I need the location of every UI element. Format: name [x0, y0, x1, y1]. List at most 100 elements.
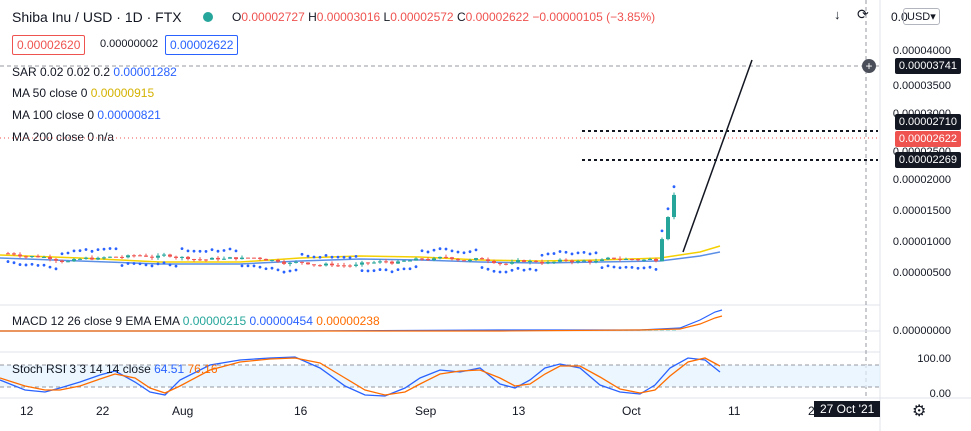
sar-dot [324, 254, 328, 257]
sar-dot [354, 255, 358, 258]
sar-dot [480, 266, 484, 269]
sar-dot [492, 269, 496, 273]
candle-body [468, 259, 472, 261]
sar-dot [342, 255, 346, 259]
price-tick: 0.00000500 [892, 267, 951, 279]
candle-body [120, 256, 124, 258]
sar-dot [600, 266, 604, 270]
candle-body [348, 265, 352, 267]
sar-dot [162, 261, 166, 265]
sar-dot [6, 260, 10, 263]
sell-button[interactable]: 0.00002620 [12, 35, 86, 55]
candle-body [492, 260, 496, 264]
candle-body [24, 256, 28, 258]
sar-dot [156, 262, 160, 266]
sar-dot [642, 266, 646, 270]
candle-body [300, 261, 304, 263]
candle-body [582, 260, 586, 262]
sar-dot [240, 264, 244, 268]
candle-body [612, 257, 616, 259]
sar-dot [108, 247, 112, 250]
x-tick: 22 [96, 404, 110, 418]
candle-body [132, 255, 136, 257]
sar-dot [186, 249, 190, 253]
sar-dot [528, 267, 532, 271]
sar-dot [78, 249, 82, 253]
sar-dot [438, 247, 442, 251]
sar-dot [426, 250, 430, 254]
sar-dot [42, 263, 46, 267]
candle-body [546, 262, 550, 264]
candle-body [96, 257, 100, 260]
sar-dot [192, 249, 196, 253]
sar-dot [534, 268, 538, 272]
candle-body [636, 259, 640, 261]
sar-dot [330, 255, 334, 259]
gear-icon[interactable]: ⚙ [912, 403, 927, 420]
currency-select[interactable]: USD▾ [903, 8, 940, 25]
sar-dot [444, 247, 448, 251]
sar-dot [378, 268, 382, 271]
candle-body [474, 258, 478, 260]
candle-body [12, 253, 16, 255]
sar-dot [90, 249, 94, 253]
candle-body [180, 256, 184, 258]
crosshair-plus-icon[interactable]: + [862, 59, 876, 73]
sar-dot [204, 250, 208, 253]
candle-body [420, 258, 424, 260]
sar-dot [66, 251, 70, 255]
macd-bar [654, 330, 658, 331]
candle-body [192, 259, 196, 261]
candle-body [540, 261, 544, 264]
candle-body [498, 263, 502, 265]
sar-dot [312, 255, 316, 259]
sar-dot [222, 249, 226, 252]
candle-body [510, 262, 514, 264]
candle-body [480, 258, 484, 260]
refresh-icon[interactable]: ⟳ [857, 6, 869, 22]
candle-body [534, 260, 538, 262]
candle-body [654, 259, 658, 262]
symbol-title[interactable]: Shiba Inu / USD · 1D · FTX [12, 9, 182, 25]
candle-body [426, 258, 430, 261]
macd-axis-tick: 0.00000000 [892, 325, 951, 337]
candle-body [432, 258, 436, 261]
candle-body [516, 260, 520, 263]
sar-dot [594, 251, 598, 255]
sar-dot [24, 263, 28, 267]
candle-body [60, 260, 64, 262]
sar-dot [210, 248, 214, 252]
sar-dot [234, 249, 238, 253]
sar-dot [294, 268, 298, 272]
sar-dot [570, 252, 574, 256]
sar-dot [216, 249, 220, 253]
candle-body [462, 260, 466, 262]
candle-body [336, 265, 340, 267]
sar-dot [360, 269, 364, 273]
x-tick: 2 [808, 404, 815, 418]
sar-dot [336, 255, 340, 259]
candle-body [186, 256, 190, 260]
sar-dot [270, 266, 274, 270]
macd-bar [660, 330, 664, 331]
download-icon[interactable]: ↓ [834, 7, 841, 22]
sar-dot [558, 250, 562, 253]
sar-dot [72, 249, 76, 253]
candle-body [264, 258, 268, 261]
candle-body [564, 259, 568, 261]
sar-dot [84, 248, 88, 251]
sar-dot [414, 265, 418, 269]
candle-body [666, 217, 670, 240]
status-dot-icon [203, 12, 213, 22]
candle-body [174, 256, 178, 258]
buy-button[interactable]: 0.00002622 [165, 35, 239, 55]
sar-dot [288, 269, 292, 273]
candle-body [600, 259, 604, 262]
candle-body [216, 257, 220, 260]
date-tag: 27 Oct '21 [814, 401, 881, 417]
candle-body [438, 256, 442, 259]
sar-dot [618, 266, 622, 270]
sar-dot [246, 264, 250, 268]
sar-dot [420, 249, 424, 253]
